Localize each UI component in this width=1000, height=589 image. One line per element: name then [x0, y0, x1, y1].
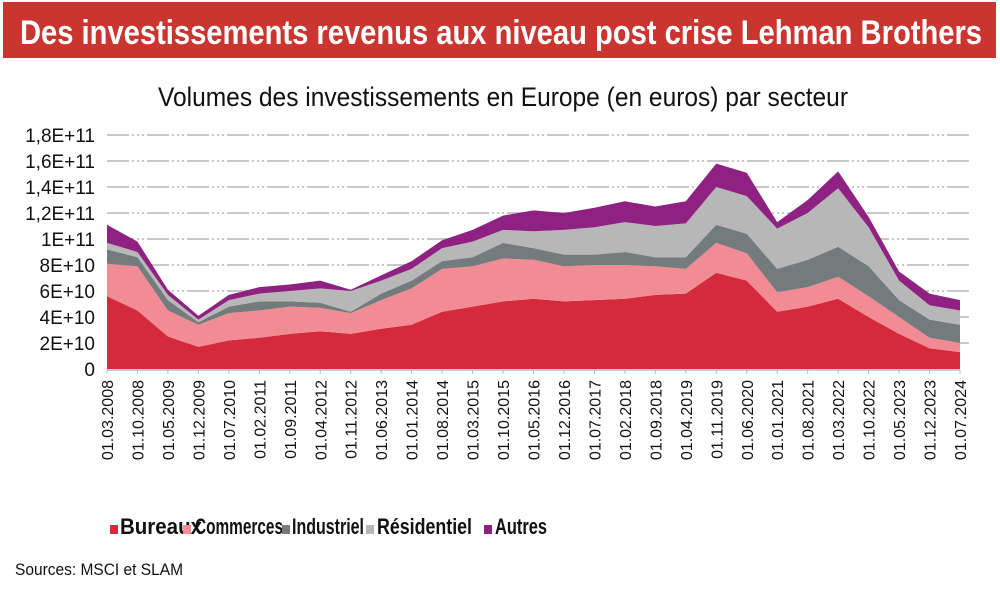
area-autres — [107, 163, 960, 320]
legend-label: Autres — [495, 514, 547, 539]
x-tick-label: 01.04.2019 — [679, 380, 696, 460]
x-tick-label: 01.10.2022 — [862, 380, 879, 460]
y-tick-label: 1,8E+11 — [25, 126, 95, 147]
y-tick-label: 8E+10 — [40, 256, 95, 277]
x-tick-label: 01.05.2016 — [527, 380, 544, 460]
legend-label: Industriel — [292, 514, 364, 539]
x-tick-label: 01.12.2016 — [557, 380, 574, 460]
x-tick-label: 01.07.2017 — [587, 380, 604, 460]
legend-swatch — [366, 525, 374, 534]
x-tick-label: 01.04.2012 — [313, 380, 330, 460]
chart-subtitle: Volumes des investissements en Europe (e… — [158, 82, 848, 112]
x-tick-label: 01.07.2024 — [953, 380, 970, 460]
source-note: Sources: MSCI et SLAM — [15, 560, 183, 579]
x-tick-label: 01.02.2011 — [252, 380, 269, 459]
x-tick-label: 01.03.2008 — [100, 380, 117, 460]
y-tick-label: 1,4E+11 — [25, 178, 95, 199]
x-tick-label: 01.06.2013 — [374, 380, 391, 460]
x-tick-label: 01.11.2019 — [709, 380, 726, 459]
y-tick-label: 1,2E+11 — [25, 204, 95, 225]
x-tick-label: 01.10.2008 — [130, 380, 147, 460]
legend-swatch — [110, 525, 118, 534]
x-tick-label: 01.08.2021 — [801, 380, 818, 460]
legend-swatch — [484, 525, 492, 534]
x-tick-label: 01.05.2009 — [161, 380, 178, 460]
x-tick-label: 01.03.2022 — [831, 380, 848, 460]
y-tick-label: 1E+11 — [41, 230, 95, 251]
area-industriel — [107, 224, 960, 343]
x-tick-label: 01.01.2014 — [405, 380, 422, 460]
title-bar — [3, 2, 996, 58]
legend-label: Commerces — [195, 514, 283, 539]
y-tick-label: 1,6E+11 — [25, 152, 95, 173]
x-tick-label: 01.06.2020 — [740, 380, 757, 460]
x-tick-label: 01.02.2018 — [618, 380, 635, 460]
area-rsidentiel — [107, 187, 960, 325]
chart-title: Des investissements revenus aux niveau p… — [20, 14, 982, 52]
area-commerces — [107, 242, 960, 353]
legend-label: Résidentiel — [377, 514, 472, 539]
legend-swatch — [183, 525, 191, 534]
x-tick-label: 01.10.2015 — [496, 380, 513, 460]
x-tick-label: 01.11.2012 — [344, 380, 361, 459]
x-tick-label: 01.09.2018 — [648, 380, 665, 460]
y-tick-label: 4E+10 — [40, 308, 95, 329]
y-tick-label: 0 — [84, 360, 95, 381]
x-tick-label: 01.01.2021 — [770, 380, 787, 460]
x-tick-label: 01.07.2010 — [222, 380, 239, 460]
area-bureaux — [107, 272, 960, 369]
x-tick-label: 01.05.2023 — [892, 380, 909, 460]
x-tick-label: 01.12.2023 — [923, 380, 940, 460]
x-tick-label: 01.08.2014 — [435, 380, 452, 460]
x-tick-label: 01.09.2011 — [283, 380, 300, 459]
x-tick-label: 01.03.2015 — [466, 380, 483, 460]
y-tick-label: 2E+10 — [40, 334, 95, 355]
x-tick-label: 01.12.2009 — [191, 380, 208, 460]
y-tick-label: 6E+10 — [40, 282, 95, 303]
legend-swatch — [282, 525, 290, 534]
